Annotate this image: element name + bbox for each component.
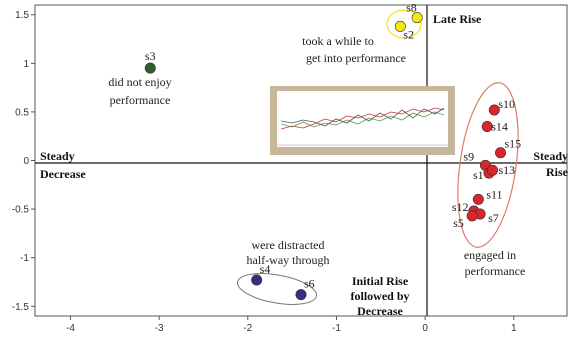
purple-cluster-ellipse: [237, 273, 317, 305]
data-point-s6: [295, 289, 307, 301]
point-label-s14: s14: [491, 119, 508, 133]
x-tick-label: 1: [511, 323, 517, 334]
data-point-s14: [481, 120, 493, 132]
y-axis-ticks: -1.5 -1 -0.5 0 0.5 1 1.5: [12, 10, 35, 313]
point-label-s7: s7: [488, 211, 499, 225]
point-label-s9: s9: [463, 149, 474, 163]
x-tick-label: -1: [332, 323, 341, 334]
y-tick-label: -1: [20, 253, 29, 264]
y-tick-label: 1.5: [15, 10, 29, 21]
data-point-s4: [251, 274, 263, 286]
inset-series-line: [280, 107, 445, 130]
yellow-note-line-1: took a while to: [302, 34, 374, 48]
point-label-s10: s10: [498, 97, 515, 111]
data-points: [144, 12, 506, 301]
quadrant-label-late-rise: Late Rise: [433, 12, 482, 26]
quadrant-label-steady-rise-1: Steady: [533, 149, 568, 163]
red-note-line-1: engaged in: [464, 248, 516, 262]
x-tick-label: 0: [422, 323, 428, 334]
yellow-note-line-2: get into performance: [306, 51, 406, 65]
data-point-s13: [487, 164, 499, 176]
inset-series-line: [280, 107, 445, 127]
point-label-s3: s3: [145, 49, 156, 63]
point-label-s15: s15: [505, 137, 522, 151]
data-point-labels: s3 s8 s2 s10 s14 s15 s9 s1 s13 s11 s12 s7 s5 s4 s6: [145, 1, 521, 291]
quadrant-label-initial-rise-2: followed by: [350, 289, 409, 303]
quadrant-label-steady-rise-2: Rise: [546, 165, 569, 179]
point-label-s13: s13: [499, 163, 516, 177]
point-label-s2: s2: [403, 27, 414, 41]
purple-note-line-1: were distracted: [252, 238, 325, 252]
y-tick-label: 0: [23, 156, 29, 167]
x-axis-ticks: -4 -3 -2 -1 0 1: [66, 316, 517, 334]
quadrant-label-steady-decrease-1: Steady: [40, 149, 75, 163]
data-point-s15: [494, 147, 506, 159]
y-tick-label: 0.5: [15, 107, 29, 118]
x-tick-label: -3: [155, 323, 164, 334]
purple-note-line-2: half-way through: [247, 253, 330, 267]
data-point-s3: [144, 62, 156, 74]
y-tick-label: 1: [23, 59, 29, 70]
s3-note-line-1: did not enjoy: [108, 75, 171, 89]
point-label-s8: s8: [406, 1, 417, 15]
point-label-s11: s11: [486, 187, 502, 201]
red-cluster-ellipse: [457, 82, 519, 248]
data-point-s2: [394, 20, 406, 32]
data-point-s11: [472, 193, 484, 205]
point-label-s1: s1: [473, 168, 484, 182]
point-label-s5: s5: [453, 216, 464, 230]
point-label-s12: s12: [452, 200, 469, 214]
inset-series-line: [280, 111, 445, 128]
quadrant-label-steady-decrease-2: Decrease: [40, 167, 86, 181]
inset-line-chart: [270, 86, 455, 155]
data-point-s5: [466, 210, 478, 222]
x-tick-label: -2: [243, 323, 252, 334]
y-tick-label: -0.5: [12, 205, 30, 216]
point-label-s6: s6: [304, 277, 315, 291]
data-point-s8: [411, 12, 423, 24]
y-tick-label: -1.5: [12, 302, 30, 313]
quadrant-label-initial-rise-1: Initial Rise: [352, 274, 409, 288]
red-note-line-2: performance: [465, 264, 526, 278]
data-point-s10: [488, 104, 500, 116]
quadrant-label-initial-rise-3: Decrease: [357, 304, 403, 318]
inset-plot-area: [277, 91, 448, 147]
point-label-s4: s4: [260, 262, 271, 276]
s3-note-line-2: performance: [110, 93, 171, 107]
x-tick-label: -4: [66, 323, 75, 334]
yellow-cluster-ellipse: [386, 9, 422, 39]
